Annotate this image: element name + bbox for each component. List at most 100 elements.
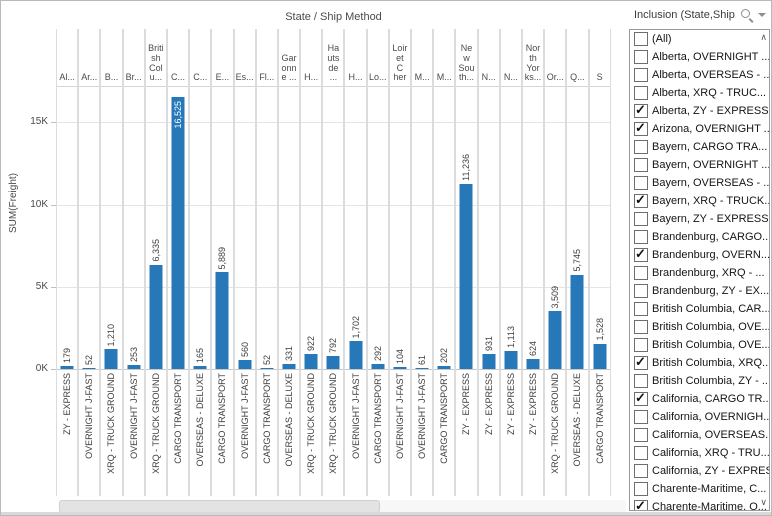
filter-checkbox[interactable] — [634, 410, 648, 424]
filter-list-item[interactable]: Alberta, OVERSEAS - ... — [630, 66, 769, 84]
filter-list-item[interactable]: Alberta, OVERNIGHT ... — [630, 48, 769, 66]
column-header-state[interactable]: Br... — [125, 72, 142, 83]
bar-mark[interactable] — [349, 341, 363, 369]
column-header-state[interactable]: H... — [304, 72, 319, 83]
column-header-state[interactable]: C... — [193, 72, 208, 83]
bar-mark[interactable] — [304, 353, 318, 369]
filter-checkbox[interactable] — [634, 176, 648, 190]
x-axis-label-ship-method[interactable]: CARGO TRANSPORT — [372, 373, 383, 464]
bar-mark[interactable] — [282, 363, 296, 369]
bar-mark[interactable] — [393, 367, 407, 369]
bar-mark[interactable] — [570, 274, 584, 369]
column-header-state[interactable]: Ar... — [81, 72, 98, 83]
x-axis-label-ship-method[interactable]: ZY - EXPRESS — [483, 373, 494, 435]
filter-checkbox[interactable] — [634, 140, 648, 154]
filter-checkbox[interactable] — [634, 50, 648, 64]
filter-checkbox[interactable] — [634, 68, 648, 82]
column-header-state[interactable]: S — [596, 72, 603, 83]
x-axis-label-ship-method[interactable]: ZY - EXPRESS — [528, 373, 539, 435]
x-axis-label-ship-method[interactable]: XRQ - TRUCK GROUND — [328, 373, 339, 474]
column-header-state[interactable]: C... — [171, 72, 186, 83]
filter-list-item[interactable]: Bayern, ZY - EXPRESS — [630, 210, 769, 228]
bar-mark[interactable] — [548, 311, 562, 369]
x-axis-label-ship-method[interactable]: ZY - EXPRESS — [461, 373, 472, 435]
filter-checkbox[interactable] — [634, 158, 648, 172]
scroll-down-icon[interactable]: ∨ — [760, 497, 767, 507]
search-icon[interactable] — [740, 8, 754, 22]
x-axis-label-ship-method[interactable]: CARGO TRANSPORT — [439, 373, 450, 464]
filter-list-item[interactable]: British Columbia, CAR... — [630, 300, 769, 318]
bar-mark[interactable] — [593, 343, 607, 369]
filter-checkbox[interactable] — [634, 86, 648, 100]
x-axis-label-ship-method[interactable]: CARGO TRANSPORT — [261, 373, 272, 464]
column-header-state[interactable]: E... — [215, 72, 230, 83]
x-axis-label-ship-method[interactable]: ZY - EXPRESS — [62, 373, 73, 435]
filter-list-item[interactable]: Bayern, CARGO TRA... — [630, 138, 769, 156]
filter-checkbox[interactable]: ✓ — [634, 192, 648, 208]
filter-list-item[interactable]: Charente-Maritime, C... — [630, 480, 769, 498]
bar-mark[interactable] — [526, 358, 540, 369]
filter-checkbox[interactable] — [634, 446, 648, 460]
filter-checkbox[interactable] — [634, 212, 648, 226]
filter-checkbox[interactable]: ✓ — [634, 498, 648, 510]
x-axis-label-ship-method[interactable]: XRQ - TRUCK GROUND — [306, 373, 317, 474]
column-header-state[interactable]: M... — [414, 72, 430, 83]
column-header-state[interactable]: Q... — [570, 72, 585, 83]
filter-list-item[interactable]: ✓ Bayern, XRQ - TRUCK... — [630, 192, 769, 210]
bar-mark[interactable] — [215, 272, 229, 369]
bar-mark[interactable] — [149, 264, 163, 369]
filter-list-item[interactable]: California, OVERSEAS... — [630, 426, 769, 444]
filter-list-item[interactable]: Brandenburg, CARGO... — [630, 228, 769, 246]
filter-checkbox[interactable] — [634, 32, 648, 46]
filter-checkbox[interactable]: ✓ — [634, 246, 648, 262]
column-header-state[interactable]: Loir et C her — [392, 43, 408, 83]
filter-list-item[interactable]: ✓ Charente-Maritime, O... — [630, 498, 769, 510]
filter-menu-caret-icon[interactable] — [758, 13, 766, 17]
filter-checkbox[interactable]: ✓ — [634, 120, 648, 136]
bar-mark[interactable] — [437, 365, 451, 369]
x-axis-label-ship-method[interactable]: OVERNIGHT J-FAST — [350, 373, 361, 459]
bar-mark[interactable] — [82, 368, 96, 369]
filter-checkbox[interactable] — [634, 302, 648, 316]
filter-checkbox[interactable] — [634, 482, 648, 496]
filter-list-item[interactable]: California, XRQ - TRU... — [630, 444, 769, 462]
filter-list-item[interactable]: Alberta, XRQ - TRUC... — [630, 84, 769, 102]
x-axis-label-ship-method[interactable]: OVERNIGHT J-FAST — [128, 373, 139, 459]
filter-list-item[interactable]: California, ZY - EXPRESS — [630, 462, 769, 480]
filter-checkbox[interactable] — [634, 230, 648, 244]
x-axis-label-ship-method[interactable]: CARGO TRANSPORT — [173, 373, 184, 464]
x-axis-label-ship-method[interactable]: XRQ - TRUCK GROUND — [150, 373, 161, 474]
bar-mark[interactable] — [171, 97, 185, 369]
column-header-state[interactable]: Ne w Sou th... — [458, 43, 475, 83]
x-axis-label-ship-method[interactable]: CARGO TRANSPORT — [217, 373, 228, 464]
bar-mark[interactable] — [459, 184, 473, 369]
filter-list-item[interactable]: British Columbia, OVE... — [630, 336, 769, 354]
bar-mark[interactable] — [482, 353, 496, 369]
scroll-up-icon[interactable]: ∧ — [760, 32, 767, 42]
bar-mark[interactable] — [371, 364, 385, 369]
bar-mark[interactable] — [415, 368, 429, 369]
x-axis-label-ship-method[interactable]: OVERSEAS - DELUXE — [195, 373, 206, 467]
horizontal-scrollbar-track[interactable] — [59, 500, 626, 513]
column-header-state[interactable]: Fl... — [259, 72, 275, 83]
filter-checkbox[interactable]: ✓ — [634, 102, 648, 118]
filter-list-item[interactable]: British Columbia, ZY - ... — [630, 372, 769, 390]
column-header-state[interactable]: Es... — [235, 72, 254, 83]
filter-checkbox[interactable]: ✓ — [634, 390, 648, 406]
bar-mark[interactable] — [238, 359, 252, 369]
filter-list-item[interactable]: ✓ British Columbia, XRQ... — [630, 354, 769, 372]
column-header-state[interactable]: M... — [436, 72, 452, 83]
filter-list-item[interactable]: Brandenburg, ZY - EX... — [630, 282, 769, 300]
filter-checkbox[interactable] — [634, 464, 648, 478]
column-header-state[interactable]: N... — [503, 72, 518, 83]
filter-list-item[interactable]: ✓ California, CARGO TR... — [630, 390, 769, 408]
bar-mark[interactable] — [60, 366, 74, 369]
column-header-state[interactable]: B... — [104, 72, 119, 83]
filter-list-item[interactable]: Bayern, OVERNIGHT ... — [630, 156, 769, 174]
column-header-state[interactable]: Nor th Yor ks... — [524, 43, 542, 83]
bar-mark[interactable] — [504, 350, 518, 369]
filter-list-item[interactable]: British Columbia, OVE... — [630, 318, 769, 336]
x-axis-label-ship-method[interactable]: XRQ - TRUCK GROUND — [106, 373, 117, 474]
x-axis-label-ship-method[interactable]: XRQ - TRUCK GROUND — [550, 373, 561, 474]
filter-checkbox[interactable] — [634, 428, 648, 442]
